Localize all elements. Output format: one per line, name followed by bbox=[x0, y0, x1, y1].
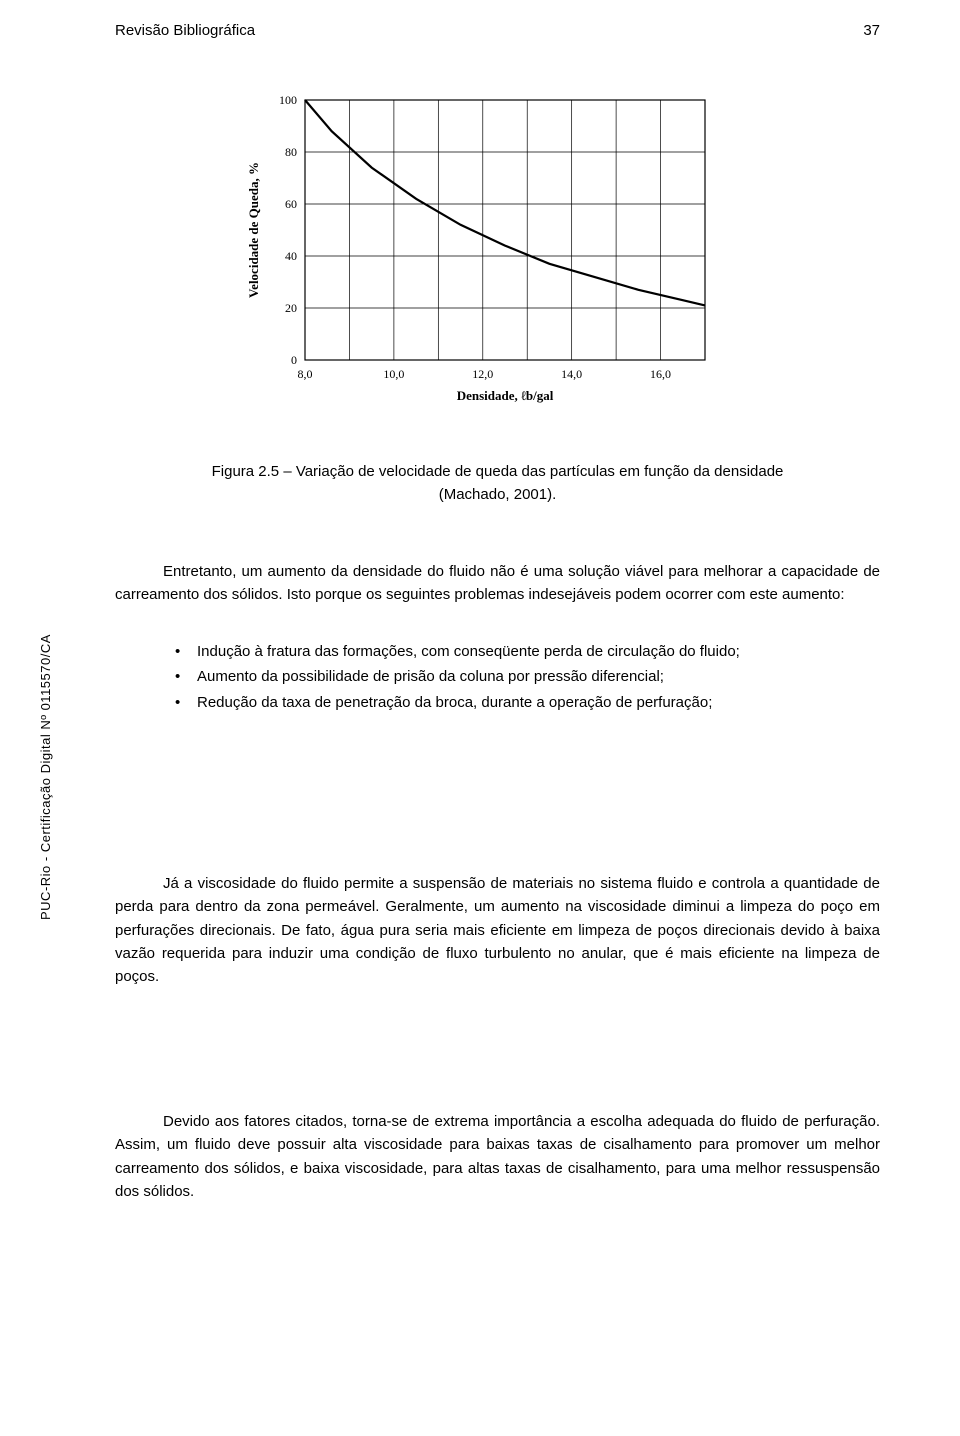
paragraph-3-text: Devido aos fatores citados, torna-se de … bbox=[115, 1110, 880, 1203]
chart-svg: 0 20 40 60 80 100 8,0 10,0 12,0 14,0 16,0 Densidade… bbox=[240, 90, 720, 410]
svg-text:20: 20 bbox=[285, 301, 297, 315]
paragraph-2: Já a viscosidade do fluido permite a sus… bbox=[115, 872, 880, 988]
caption-line1: Figura 2.5 – Variação de velocidade de q… bbox=[212, 463, 784, 480]
bullet-list: Indução à fratura das formações, com con… bbox=[175, 640, 880, 716]
svg-text:Velocidade de Queda, %: Velocidade de Queda, % bbox=[246, 162, 261, 298]
svg-text:40: 40 bbox=[285, 249, 297, 263]
svg-text:16,0: 16,0 bbox=[650, 367, 671, 381]
page-header: Revisão Bibliográfica 37 bbox=[115, 22, 880, 39]
paragraph-2-text: Já a viscosidade do fluido permite a sus… bbox=[115, 872, 880, 988]
bullet-item: Indução à fratura das formações, com con… bbox=[175, 640, 880, 663]
figure-caption: Figura 2.5 – Variação de velocidade de q… bbox=[115, 460, 880, 507]
svg-text:14,0: 14,0 bbox=[561, 367, 582, 381]
header-page-number: 37 bbox=[863, 22, 880, 39]
svg-text:10,0: 10,0 bbox=[383, 367, 404, 381]
svg-text:Densidade, ℓb/gal: Densidade, ℓb/gal bbox=[457, 388, 554, 403]
svg-text:100: 100 bbox=[279, 93, 297, 107]
svg-text:0: 0 bbox=[291, 353, 297, 367]
caption-line2: (Machado, 2001). bbox=[439, 486, 557, 503]
certification-sidebar: PUC-Rio - Certificação Digital Nº 011557… bbox=[38, 634, 53, 920]
certification-text: PUC-Rio - Certificação Digital Nº 011557… bbox=[38, 634, 53, 920]
bullet-item: Redução da taxa de penetração da broca, … bbox=[175, 691, 880, 714]
paragraph-3: Devido aos fatores citados, torna-se de … bbox=[115, 1110, 880, 1203]
paragraph-1: Entretanto, um aumento da densidade do f… bbox=[115, 560, 880, 607]
svg-text:60: 60 bbox=[285, 197, 297, 211]
paragraph-1-text: Entretanto, um aumento da densidade do f… bbox=[115, 560, 880, 607]
svg-text:12,0: 12,0 bbox=[472, 367, 493, 381]
svg-text:80: 80 bbox=[285, 145, 297, 159]
bullet-item: Aumento da possibilidade de prisão da co… bbox=[175, 665, 880, 688]
chart-container: 0 20 40 60 80 100 8,0 10,0 12,0 14,0 16,0 Densidade… bbox=[240, 90, 720, 410]
svg-text:8,0: 8,0 bbox=[298, 367, 313, 381]
header-title: Revisão Bibliográfica bbox=[115, 22, 255, 39]
